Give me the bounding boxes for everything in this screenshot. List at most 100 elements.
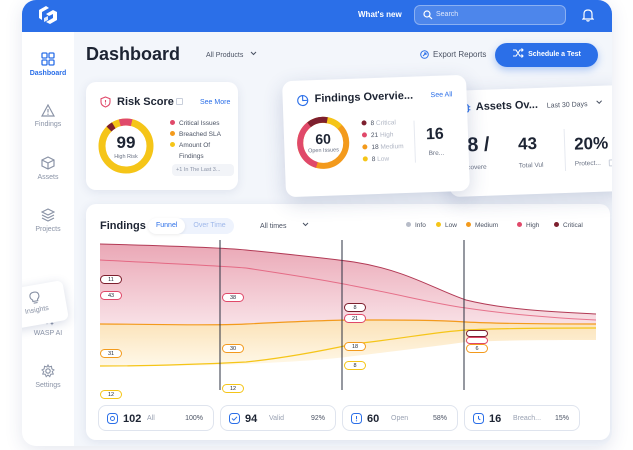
time-range-value: All times: [260, 223, 287, 230]
open-issues-donut: [297, 116, 350, 169]
shuffle-icon: [513, 48, 524, 58]
stat-percent: 100%: [185, 415, 203, 422]
severity-row-medium: 18 Medium: [362, 143, 404, 151]
protected-label: Protect...: [574, 159, 601, 168]
toggle-over-time[interactable]: Over Time: [193, 222, 226, 229]
pill-low: 12: [100, 390, 122, 399]
sidebar-item-projects[interactable]: Projects: [22, 208, 74, 233]
info-icon[interactable]: [176, 98, 183, 105]
bulb-icon: [29, 291, 40, 304]
sidebar-item-label: Dashboard: [29, 70, 67, 77]
stat-percent: 92%: [310, 415, 325, 422]
sidebar-item-label: Insights: [24, 304, 50, 316]
sidebar-item-insights[interactable]: Insights: [22, 280, 70, 330]
export-reports-label: Export Reports: [433, 50, 487, 59]
sidebar-item-label: Projects: [35, 226, 61, 233]
risk-score-value: 99: [116, 133, 136, 152]
assets-overview-title: Assets Ov...: [475, 98, 539, 114]
sidebar-item-findings[interactable]: Findings: [22, 104, 74, 128]
stat-open[interactable]: 60 Open 58%: [342, 405, 458, 431]
stat-breached[interactable]: 16 Breach... 15%: [464, 405, 580, 431]
findings-chart-card: Findings Funnel Over Time All times Info …: [86, 204, 610, 440]
sidebar-item-label: Settings: [35, 382, 61, 389]
assets-range-value: Last 30 Days: [546, 101, 588, 110]
search-input[interactable]: Search: [414, 5, 566, 25]
stat-all[interactable]: 102 All 100%: [98, 405, 214, 431]
see-more-link[interactable]: See More: [200, 99, 231, 106]
sidebar-item-label: Findings: [34, 121, 62, 128]
page-title: Dashboard: [86, 44, 181, 64]
trend-badge: +1 In The Last 3...: [172, 164, 234, 176]
pill-critical: 8: [344, 303, 366, 312]
bell-icon[interactable]: [582, 8, 594, 22]
whats-new-link[interactable]: What's new: [358, 10, 402, 19]
pill-high: 21: [344, 314, 366, 323]
critical-line: [99, 243, 597, 315]
toggle-funnel[interactable]: Funnel: [148, 218, 186, 234]
chevron-down-icon: [596, 100, 602, 104]
legend-low: Low: [436, 222, 457, 229]
pie-chart-icon: [297, 94, 309, 107]
check-icon: [229, 413, 240, 424]
stat-value: 60: [367, 413, 380, 425]
high-line: [99, 259, 597, 321]
gear-icon: [41, 364, 55, 378]
pill-medium: 30: [222, 344, 244, 353]
high-band: [100, 244, 596, 340]
legend-item: Amount Of: [170, 142, 210, 149]
pill-medium: 6: [466, 344, 488, 353]
shield-icon: [100, 96, 111, 108]
pill-high: [466, 337, 488, 344]
schedule-test-button[interactable]: Schedule a Test: [495, 43, 598, 67]
layers-icon: [41, 208, 55, 222]
schedule-test-label: Schedule a Test: [528, 51, 581, 58]
sidebar: Dashboard Findings Assets Projects: [22, 32, 74, 446]
app-window: What's new Search Dashboard: [22, 0, 612, 446]
legend-high: High: [517, 222, 539, 229]
sidebar-item-label: WASP AI: [33, 330, 63, 337]
legend-medium: Medium: [466, 222, 498, 229]
search-icon: [423, 10, 433, 20]
export-icon: [420, 50, 429, 59]
protected-value: 20%: [573, 133, 609, 154]
pill-low: 8: [344, 361, 366, 370]
stat-label: Open: [391, 415, 409, 422]
product-filter-dropdown[interactable]: All Products: [206, 51, 257, 59]
sidebar-item-assets[interactable]: Assets: [22, 156, 74, 181]
pill-medium: 18: [344, 342, 366, 351]
severity-row-high: 21 High: [361, 131, 394, 139]
assets-range-dropdown[interactable]: Last 30 Days: [547, 100, 603, 110]
time-range-dropdown[interactable]: All times: [260, 222, 309, 230]
stat-valid[interactable]: 94 Valid 92%: [220, 405, 336, 431]
cube-icon: [41, 156, 55, 170]
pill-low: 12: [222, 384, 244, 393]
main-content: Dashboard All Products Export Reports Sc…: [74, 32, 612, 446]
export-reports-button[interactable]: Export Reports: [420, 50, 486, 59]
pill-medium: 31: [100, 349, 122, 358]
logo-icon[interactable]: [36, 5, 60, 27]
see-all-link[interactable]: See All: [430, 91, 453, 100]
top-bar: What's new Search: [22, 0, 612, 32]
legend-critical: Critical: [554, 222, 583, 229]
legend-info: Info: [406, 222, 426, 229]
findings-chart-title: Findings: [100, 220, 146, 232]
stat-percent: 58%: [432, 415, 447, 422]
stat-label: Valid: [269, 415, 285, 422]
product-filter-value: All Products: [206, 52, 244, 59]
alert-icon: [351, 413, 362, 424]
divider: [413, 120, 416, 163]
total-vul-label: Total Vul: [518, 161, 544, 170]
breached-value: 16: [425, 125, 445, 144]
pill-high: 38: [222, 293, 244, 302]
stat-percent: 15%: [554, 415, 569, 422]
chevron-down-icon: [250, 51, 257, 56]
findings-overview-title: Findings Overvie...: [314, 89, 414, 106]
stat-value: 94: [245, 413, 258, 425]
sidebar-item-settings[interactable]: Settings: [22, 364, 74, 389]
bug-icon: [107, 413, 118, 424]
sidebar-item-dashboard[interactable]: Dashboard: [22, 52, 74, 77]
open-issues-value: 60: [314, 130, 332, 148]
breached-label: Bre...: [428, 149, 445, 158]
info-icon[interactable]: [608, 159, 612, 167]
view-toggle: Funnel Over Time: [148, 218, 234, 234]
